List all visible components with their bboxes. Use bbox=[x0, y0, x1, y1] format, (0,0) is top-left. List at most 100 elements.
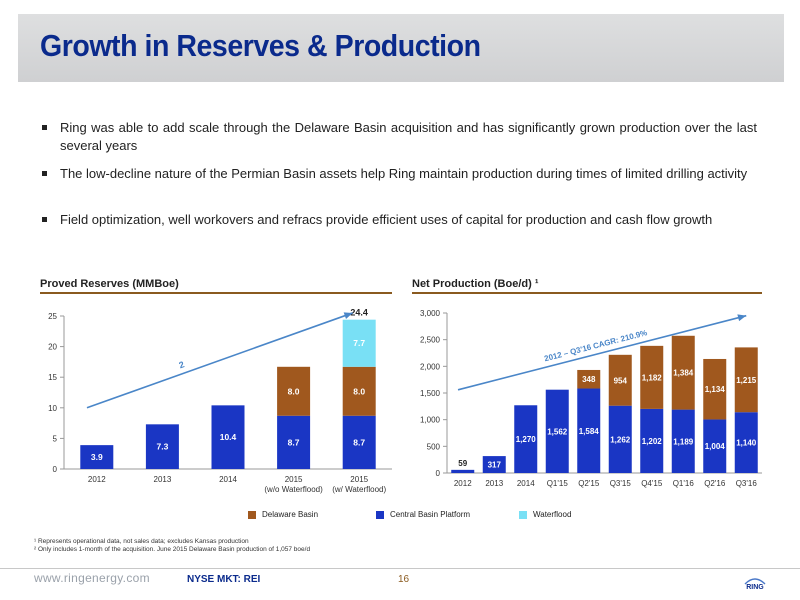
data-label: 7.7 bbox=[353, 338, 365, 348]
x-tick-label: 2012 bbox=[88, 475, 106, 484]
data-label: 1,270 bbox=[516, 435, 537, 444]
bar-segment bbox=[608, 405, 632, 473]
bar-segment bbox=[640, 408, 664, 473]
bar-segment bbox=[703, 358, 727, 420]
bullet-text: Field optimization, well workovers and r… bbox=[60, 212, 713, 227]
legend-item-central-basin: Central Basin Platform bbox=[376, 510, 470, 519]
footer-divider bbox=[0, 568, 800, 569]
bullet-1: Ring was able to add scale through the D… bbox=[42, 119, 757, 155]
y-tick-label: 0 bbox=[53, 465, 58, 474]
y-tick-label: 2,500 bbox=[420, 336, 441, 345]
legend-label: Waterflood bbox=[533, 510, 572, 519]
bullet-3: Field optimization, well workovers and r… bbox=[42, 211, 757, 229]
bar-segment bbox=[703, 419, 727, 473]
trend-arrow-line bbox=[457, 314, 747, 391]
trend-arrowhead bbox=[343, 312, 353, 320]
data-label: 1,262 bbox=[610, 435, 631, 444]
legend-swatch bbox=[519, 510, 527, 519]
data-label: 317 bbox=[488, 461, 502, 470]
bar-segment bbox=[734, 412, 758, 473]
y-tick-label: 15 bbox=[48, 373, 57, 382]
bullet-text: The low-decline nature of the Permian Ba… bbox=[60, 166, 748, 181]
bar-segment bbox=[640, 345, 664, 409]
bar-segment bbox=[342, 366, 376, 416]
trend-annotation: 2 bbox=[178, 359, 186, 370]
bar-segment bbox=[608, 354, 632, 406]
bullet-square-icon bbox=[42, 171, 47, 176]
bar-segment bbox=[277, 415, 311, 469]
production-title-rule bbox=[412, 292, 762, 294]
x-tick-label: 2015 bbox=[285, 475, 303, 484]
bullet-square-icon bbox=[42, 125, 47, 130]
data-label: 348 bbox=[582, 375, 596, 384]
ring-logo-icon: RING bbox=[744, 578, 766, 591]
legend-label: Delaware Basin bbox=[262, 510, 319, 519]
data-label: 1,202 bbox=[642, 437, 663, 446]
y-tick-label: 1,500 bbox=[420, 389, 441, 398]
data-label: 10.4 bbox=[220, 432, 237, 442]
legend: Delaware Basin Central Basin Platform Wa… bbox=[0, 510, 800, 524]
bar-segment bbox=[451, 469, 475, 473]
x-tick-label: 2012 bbox=[454, 479, 472, 488]
bullet-square-icon bbox=[42, 217, 47, 222]
x-tick-label: Q2'15 bbox=[578, 479, 600, 488]
bar-segment bbox=[671, 335, 695, 410]
x-tick-label: 2014 bbox=[517, 479, 535, 488]
title-bar: Growth in Reserves & Production bbox=[18, 14, 784, 82]
legend-item-waterflood: Waterflood bbox=[519, 510, 571, 519]
y-tick-label: 25 bbox=[48, 312, 57, 321]
bar-segment bbox=[545, 389, 569, 473]
x-tick-label: 2015 bbox=[350, 475, 368, 484]
svg-text:RING: RING bbox=[746, 584, 764, 591]
y-tick-label: 1,000 bbox=[420, 416, 441, 425]
x-tick-label: 2014 bbox=[219, 475, 237, 484]
data-label: 1,134 bbox=[705, 385, 726, 394]
data-label: 1,384 bbox=[673, 369, 694, 378]
data-label: 1,140 bbox=[736, 439, 757, 448]
reserves-chart-title: Proved Reserves (MMBoe) bbox=[40, 278, 179, 290]
bar-segment bbox=[342, 319, 376, 367]
x-tick-label: (w/ Waterflood) bbox=[332, 485, 386, 494]
data-label: 1,182 bbox=[642, 373, 663, 382]
bar-segment bbox=[482, 456, 506, 473]
bar-segment bbox=[734, 347, 758, 413]
trend-annotation: 2012 – Q3'16 CAGR: 210.9% bbox=[543, 328, 648, 363]
page-number: 16 bbox=[398, 574, 410, 585]
y-tick-label: 2,000 bbox=[420, 362, 441, 371]
legend-item-delaware: Delaware Basin bbox=[248, 510, 318, 519]
y-tick-label: 0 bbox=[436, 469, 441, 478]
x-tick-label: (w/o Waterflood) bbox=[264, 485, 323, 494]
bar-segment bbox=[277, 366, 311, 416]
data-label: 1,215 bbox=[736, 376, 757, 385]
x-tick-label: Q1'15 bbox=[547, 479, 569, 488]
bar-segment bbox=[211, 405, 245, 469]
bar-segment bbox=[342, 415, 376, 469]
y-tick-label: 10 bbox=[48, 404, 57, 413]
data-label: 8.7 bbox=[288, 437, 300, 447]
page-title: Growth in Reserves & Production bbox=[40, 28, 481, 63]
footnote-2: ² Only includes 1-month of the acquisiti… bbox=[34, 546, 311, 553]
legend-swatch bbox=[248, 510, 256, 519]
bar-segment bbox=[577, 369, 601, 389]
data-label: 3.9 bbox=[91, 452, 103, 462]
x-tick-label: Q2'16 bbox=[704, 479, 726, 488]
data-label: 954 bbox=[614, 376, 628, 385]
x-tick-label: Q4'15 bbox=[641, 479, 663, 488]
legend-label: Central Basin Platform bbox=[390, 510, 471, 519]
x-tick-label: Q3'15 bbox=[610, 479, 632, 488]
x-tick-label: Q3'16 bbox=[736, 479, 758, 488]
data-label: 1,562 bbox=[547, 427, 568, 436]
data-label: 1,584 bbox=[579, 427, 600, 436]
x-tick-label: Q1'16 bbox=[673, 479, 695, 488]
legend-swatch bbox=[376, 510, 384, 519]
bar-segment bbox=[577, 388, 601, 473]
bullet-text: Ring was able to add scale through the D… bbox=[60, 120, 757, 153]
footer-ticker: NYSE MKT: REI bbox=[187, 574, 261, 585]
trend-arrow-line bbox=[86, 312, 353, 409]
footer-website-link[interactable]: www.ringenergy.com bbox=[34, 571, 150, 585]
y-tick-label: 5 bbox=[53, 434, 58, 443]
bar-segment bbox=[145, 424, 179, 469]
x-tick-label: 2013 bbox=[154, 475, 172, 484]
data-label: 1,189 bbox=[673, 437, 694, 446]
data-label: 8.0 bbox=[288, 386, 300, 396]
